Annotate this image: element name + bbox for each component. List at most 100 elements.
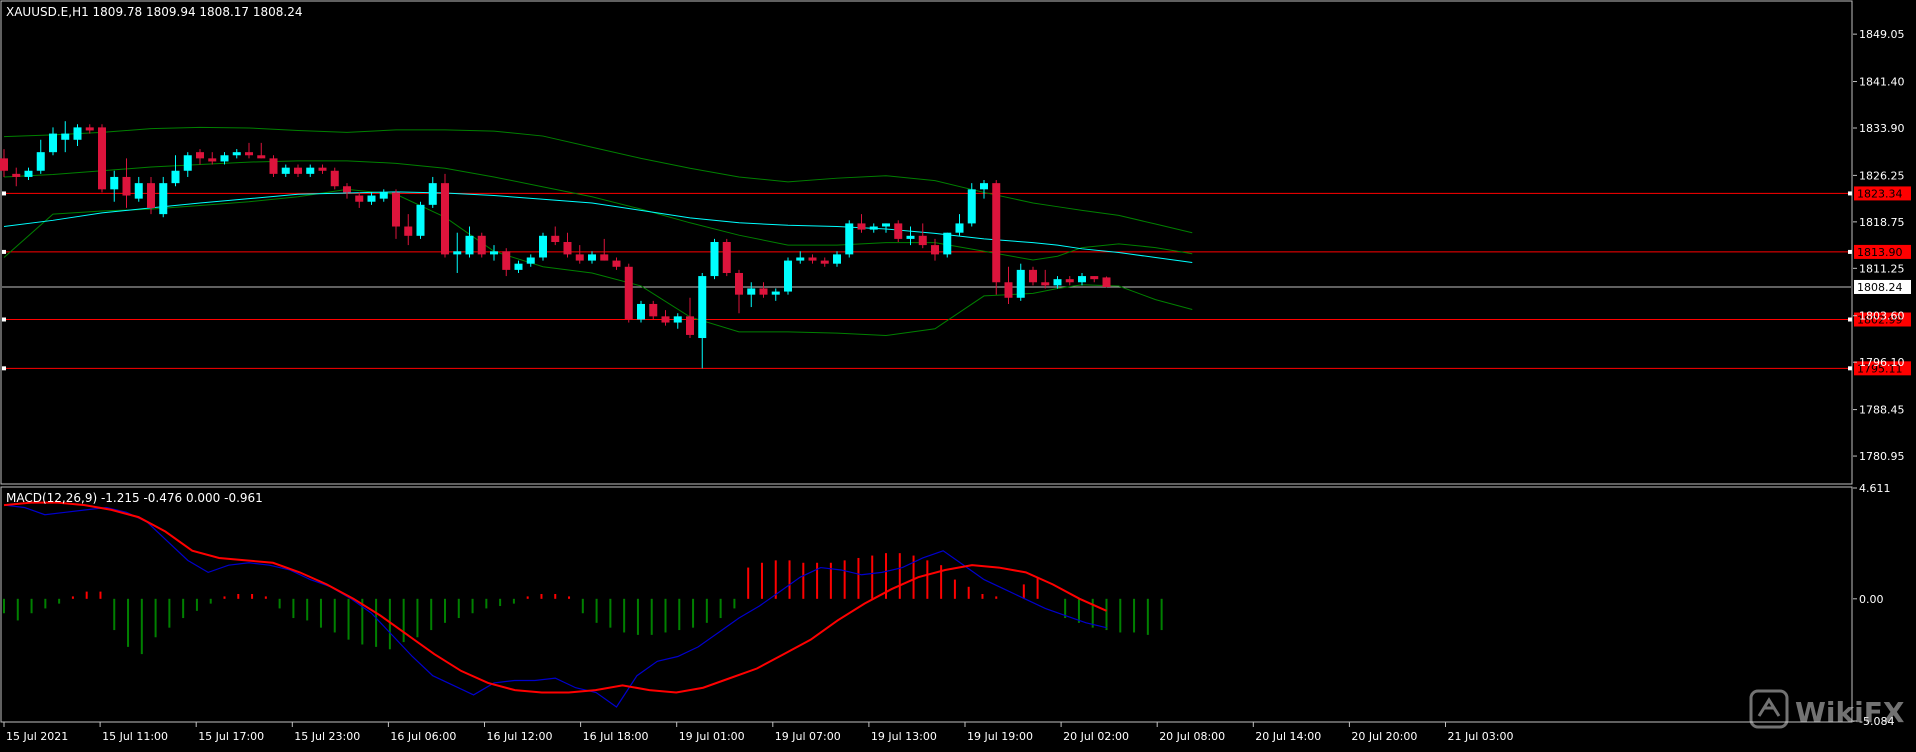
level-anchor-right bbox=[1848, 249, 1852, 254]
candle-body bbox=[931, 245, 939, 255]
candle-body bbox=[918, 235, 927, 246]
macd-y-tick-label: 4.611 bbox=[1859, 482, 1891, 495]
current-price-box bbox=[1854, 279, 1911, 294]
candle-body bbox=[759, 288, 768, 295]
x-tick-label: 16 Jul 12:00 bbox=[487, 730, 553, 743]
candle-body bbox=[600, 254, 609, 261]
price-axis: 1849.05 1841.40 1833.90 1826.25 1818.75 1811.… bbox=[1853, 28, 1905, 463]
candle-body bbox=[857, 223, 866, 230]
candle-body bbox=[1102, 277, 1111, 287]
y-tick-label: 1833.90 bbox=[1859, 122, 1905, 135]
x-tick-label: 15 Jul 2021 bbox=[6, 730, 68, 743]
candle-body bbox=[1041, 282, 1050, 286]
y-tick-label: 1811.25 bbox=[1859, 262, 1905, 275]
candle-body bbox=[306, 167, 315, 174]
y-tick-label: 1849.05 bbox=[1859, 28, 1905, 41]
level-anchor-right bbox=[1848, 366, 1852, 371]
candle-body bbox=[747, 288, 756, 295]
x-tick-label: 20 Jul 02:00 bbox=[1063, 730, 1129, 743]
candle-body bbox=[0, 158, 8, 171]
y-tick-label: 1796.10 bbox=[1859, 356, 1905, 369]
candle-body bbox=[490, 251, 498, 255]
candle-body bbox=[514, 263, 523, 270]
candle-body bbox=[563, 242, 572, 255]
bollinger-bands bbox=[3, 126, 1193, 337]
candle-body bbox=[624, 266, 633, 320]
candle-body bbox=[980, 183, 988, 190]
candle-body bbox=[428, 183, 437, 205]
candle-body bbox=[551, 235, 560, 242]
candle-body bbox=[808, 257, 817, 261]
level-anchor-right bbox=[1848, 317, 1852, 322]
bb-upper-line bbox=[3, 126, 1193, 234]
candle-body bbox=[967, 189, 976, 224]
candle-body bbox=[575, 254, 584, 261]
x-tick-label: 19 Jul 19:00 bbox=[967, 730, 1033, 743]
candle-body bbox=[110, 176, 119, 190]
candle-body bbox=[12, 173, 21, 177]
bb-lower-line bbox=[3, 188, 1193, 337]
y-tick-label: 1818.75 bbox=[1859, 216, 1905, 229]
candles[interactable] bbox=[0, 121, 1111, 369]
candle-body bbox=[281, 167, 290, 174]
x-tick-label: 20 Jul 08:00 bbox=[1159, 730, 1225, 743]
candle-body bbox=[673, 316, 682, 323]
candle-body bbox=[232, 152, 241, 156]
candle-body bbox=[686, 316, 694, 335]
candle-body bbox=[269, 158, 278, 174]
candle-body bbox=[955, 223, 964, 233]
candle-body bbox=[882, 223, 890, 227]
candle-body bbox=[906, 235, 915, 239]
candle-body bbox=[147, 183, 155, 208]
candle-body bbox=[294, 167, 302, 174]
horizontal-levels: 1823.34 1813.90 1802.99 1795.11 1808.24 bbox=[2, 186, 1911, 376]
level-label: 1813.90 bbox=[1857, 246, 1903, 259]
candle-body bbox=[722, 242, 731, 273]
candle-body bbox=[453, 251, 462, 255]
candle-body bbox=[134, 183, 143, 199]
x-tick-label: 16 Jul 06:00 bbox=[390, 730, 456, 743]
candle-body bbox=[49, 133, 57, 153]
candle-body bbox=[992, 183, 1001, 283]
candle-body bbox=[122, 176, 131, 196]
moving-average-line bbox=[3, 191, 1193, 263]
macd-header: MACD(12,26,9) -1.215 -0.476 0.000 -0.961 bbox=[6, 491, 263, 505]
candle-body bbox=[661, 316, 670, 323]
level-anchor-left bbox=[2, 317, 6, 322]
candle-body bbox=[441, 183, 449, 255]
wikifx-logo-icon bbox=[1749, 689, 1789, 729]
candle-body bbox=[196, 152, 204, 159]
level-anchor-left bbox=[2, 366, 6, 371]
x-tick-label: 16 Jul 18:00 bbox=[583, 730, 649, 743]
current-price-label: 1808.24 bbox=[1857, 281, 1903, 294]
candle-body bbox=[771, 291, 780, 295]
candle-body bbox=[1053, 279, 1062, 286]
candle-body bbox=[85, 127, 94, 131]
y-tick-label: 1803.60 bbox=[1859, 310, 1905, 323]
candle-body bbox=[1029, 269, 1037, 283]
candle-body bbox=[612, 260, 621, 267]
level-anchor-right bbox=[1848, 191, 1852, 196]
symbol-header: XAUUSD.E,H1 1809.78 1809.94 1808.17 1808… bbox=[6, 5, 302, 19]
candle-body bbox=[637, 303, 645, 320]
candle-body bbox=[588, 254, 596, 261]
candle-body bbox=[710, 242, 719, 277]
candle-body bbox=[845, 223, 854, 255]
candle-body bbox=[943, 232, 952, 255]
wikifx-watermark: WikiFX bbox=[1749, 689, 1905, 729]
level-label-box bbox=[1854, 361, 1911, 376]
candle-body bbox=[869, 226, 878, 230]
candle-body bbox=[379, 192, 388, 199]
x-tick-label: 21 Jul 03:00 bbox=[1448, 730, 1514, 743]
candle-body bbox=[183, 155, 192, 171]
level-anchor-left bbox=[2, 191, 6, 196]
wikifx-logo-mark bbox=[1757, 697, 1781, 717]
candle-body bbox=[24, 170, 33, 177]
candle-body bbox=[784, 260, 792, 292]
x-tick-label: 15 Jul 23:00 bbox=[294, 730, 360, 743]
x-tick-label: 19 Jul 07:00 bbox=[775, 730, 841, 743]
candle-body bbox=[36, 152, 45, 171]
level-label: 1802.99 bbox=[1857, 314, 1903, 327]
